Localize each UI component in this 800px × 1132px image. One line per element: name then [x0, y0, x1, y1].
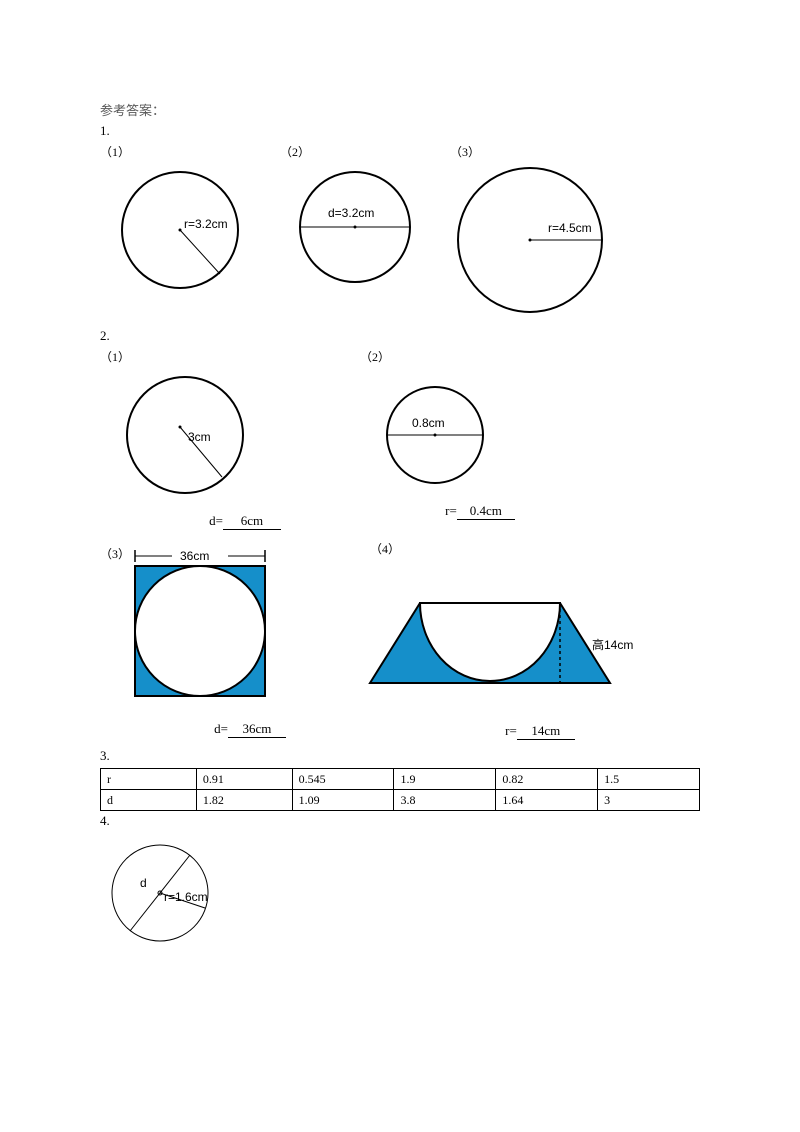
- cell: 1.5: [598, 769, 700, 790]
- q2-1-label: （1）: [100, 348, 360, 365]
- cell: 1.9: [394, 769, 496, 790]
- q2-2-ans: 0.4cm: [457, 503, 515, 520]
- q1-2-svg: d=3.2cm: [280, 162, 430, 292]
- q2-3-answer: d=36cm: [140, 721, 360, 738]
- q2-2-text: 0.8cm: [412, 416, 445, 430]
- q1-item-2: （2） d=3.2cm: [280, 143, 440, 292]
- q2-4-prefix: r=: [505, 723, 517, 738]
- cell: 1.64: [496, 790, 598, 811]
- q4-svg: d r=1.6cm: [100, 833, 230, 953]
- q2-item-4: （4） 高14cm r=14cm: [360, 540, 660, 740]
- cell: r: [101, 769, 197, 790]
- q1-2-text: d=3.2cm: [328, 206, 374, 220]
- cell: 3.8: [394, 790, 496, 811]
- q2-4-label: （4）: [370, 540, 660, 557]
- table-row: d 1.82 1.09 3.8 1.64 3: [101, 790, 700, 811]
- q2-2-label: （2）: [360, 348, 580, 365]
- q2-3-svg: （3） 36cm: [100, 540, 300, 715]
- q2-3-ans: 36cm: [228, 721, 286, 738]
- q1-3-label: （3）: [450, 143, 640, 160]
- header-title: 参考答案：: [100, 100, 700, 119]
- cell: 0.545: [292, 769, 394, 790]
- q1-2-label: （2）: [280, 143, 440, 160]
- q2-1-text: 3cm: [188, 430, 211, 444]
- q2-3-dim: 36cm: [180, 549, 209, 563]
- q2-row1: （1） 3cm d=6cm （2） 0.8cm r=0.4cm: [100, 348, 700, 530]
- q1-1-label: （1）: [100, 143, 280, 160]
- q2-num: 2.: [100, 328, 700, 344]
- page: 参考答案： 1. （1） r=3.2cm （2） d=3.2cm （: [0, 0, 800, 1132]
- q2-1-prefix: d=: [209, 513, 223, 528]
- q3-table: r 0.91 0.545 1.9 0.82 1.5 d 1.82 1.09 3.…: [100, 768, 700, 811]
- q4-d: d: [140, 876, 147, 890]
- q1-item-3: （3） r=4.5cm: [440, 143, 640, 320]
- q1-3-svg: r=4.5cm: [440, 160, 630, 320]
- q2-1-svg: 3cm: [100, 365, 270, 505]
- cell: 0.91: [196, 769, 292, 790]
- cell: 0.82: [496, 769, 598, 790]
- q2-row2: （3） 36cm d=36cm （4）: [100, 540, 700, 740]
- q4-r: r=1.6cm: [164, 890, 208, 904]
- q2-4-side: 高14cm: [592, 637, 633, 652]
- q2-item-2: （2） 0.8cm r=0.4cm: [360, 348, 580, 520]
- q2-3-label: （3）: [100, 547, 130, 561]
- q1-item-1: （1） r=3.2cm: [100, 143, 280, 300]
- q1-3-text: r=4.5cm: [548, 221, 592, 235]
- q1-1-text: r=3.2cm: [184, 217, 228, 231]
- q2-2-answer: r=0.4cm: [380, 503, 580, 520]
- q2-1-ans: 6cm: [223, 513, 281, 530]
- q2-4-svg: 高14cm: [360, 563, 650, 713]
- q4-num: 4.: [100, 813, 700, 829]
- cell: d: [101, 790, 197, 811]
- q2-item-3: （3） 36cm d=36cm: [100, 540, 360, 738]
- q2-4-answer: r=14cm: [420, 723, 660, 740]
- table-row: r 0.91 0.545 1.9 0.82 1.5: [101, 769, 700, 790]
- q2-1-answer: d=6cm: [130, 513, 360, 530]
- cell: 1.82: [196, 790, 292, 811]
- q2-3-prefix: d=: [214, 721, 228, 736]
- q2-2-svg: 0.8cm: [360, 375, 510, 495]
- cell: 1.09: [292, 790, 394, 811]
- q1-row: （1） r=3.2cm （2） d=3.2cm （3）: [100, 143, 700, 320]
- q2-2-prefix: r=: [445, 503, 457, 518]
- q2-item-1: （1） 3cm d=6cm: [100, 348, 360, 530]
- q2-4-ans: 14cm: [517, 723, 575, 740]
- cell: 3: [598, 790, 700, 811]
- q3-num: 3.: [100, 748, 700, 764]
- q1-1-svg: r=3.2cm: [100, 160, 260, 300]
- q1-num: 1.: [100, 123, 700, 139]
